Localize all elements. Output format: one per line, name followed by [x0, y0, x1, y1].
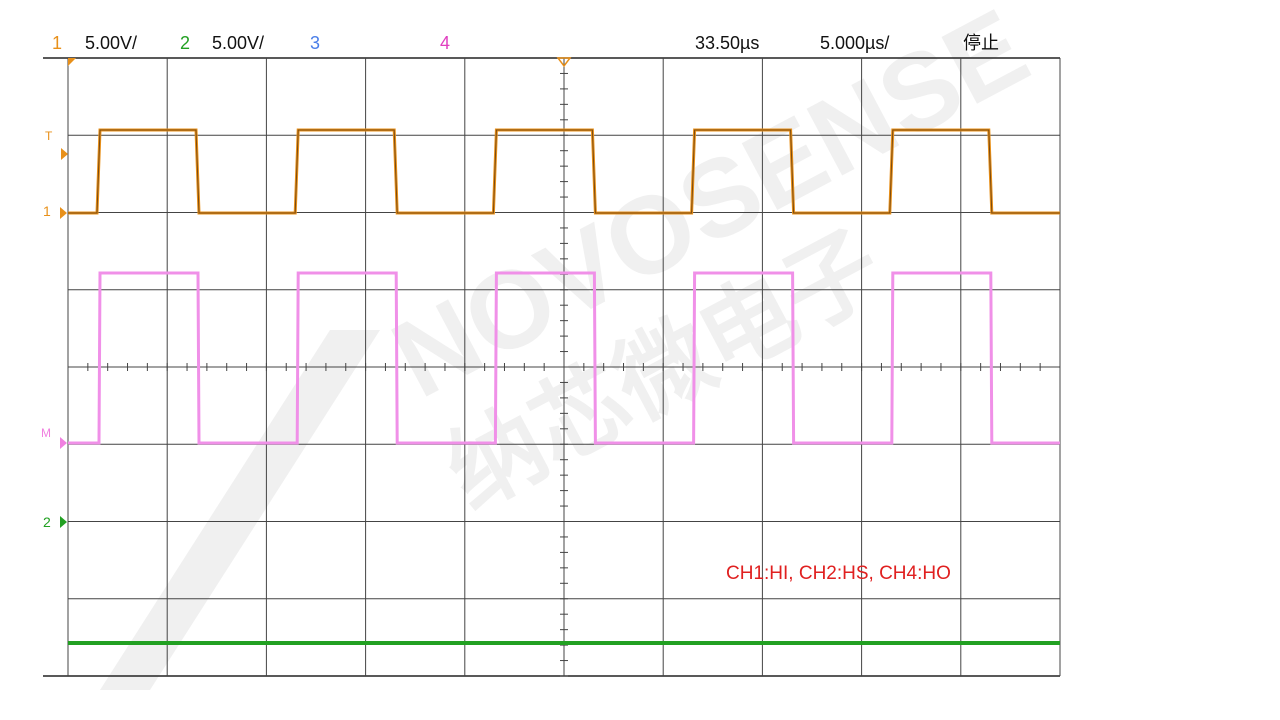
math-arrow: [60, 437, 67, 449]
ch4-waveform: [68, 271, 1060, 445]
watermark-logo: [100, 330, 380, 690]
ch3-label: 3: [310, 33, 320, 53]
math-marker: M: [41, 426, 51, 440]
ch1-label: 1: [52, 33, 62, 53]
time-scale: 5.000µs/: [820, 33, 889, 53]
ch1-scale: 5.00V/: [85, 33, 137, 53]
trigger-position: 33.50µs: [695, 33, 759, 53]
ch2-scale: 5.00V/: [212, 33, 264, 53]
ch2-label: 2: [180, 33, 190, 53]
ch4-label: 4: [440, 33, 450, 53]
ch2-arrow: [60, 516, 67, 528]
trigger-arrow: [61, 148, 68, 160]
left-marker: [68, 58, 76, 66]
trigger-marker: T: [45, 129, 53, 143]
ch1-waveform-edge: [68, 129, 1060, 214]
watermark: NOVOSENSE 纳芯微电子: [100, 0, 1047, 690]
ch2-marker: 2: [43, 514, 51, 530]
waveforms: [68, 128, 1060, 645]
graticule: [43, 57, 1061, 677]
ch1-marker: 1: [43, 203, 51, 219]
ch1-arrow: [60, 207, 67, 219]
annotation: CH1:HI, CH2:HS, CH4:HO: [726, 563, 951, 584]
status: 停止: [963, 33, 999, 53]
trigger-time-marker: [556, 57, 572, 68]
